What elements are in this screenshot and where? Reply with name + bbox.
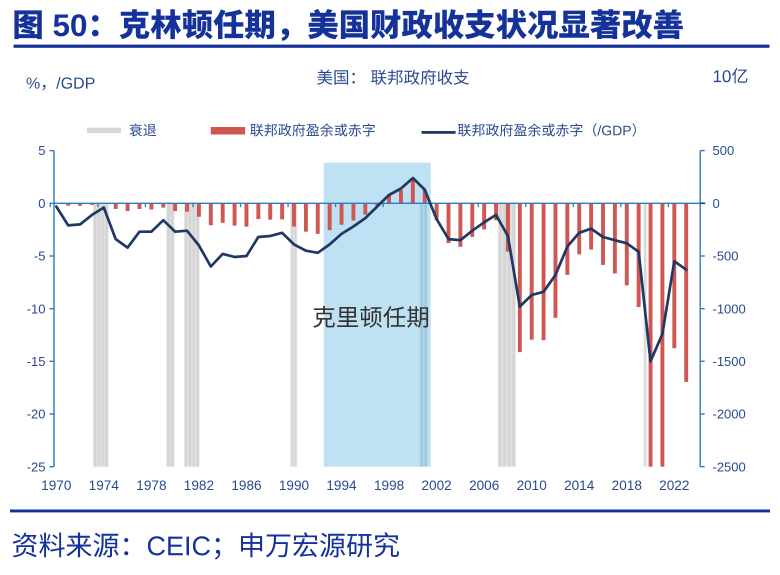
svg-text:2010: 2010 (517, 478, 548, 493)
svg-text:2002: 2002 (421, 478, 451, 493)
svg-text:-25: -25 (27, 459, 46, 474)
svg-text:2006: 2006 (469, 478, 499, 493)
svg-text:1994: 1994 (326, 478, 357, 493)
svg-text:-2000: -2000 (713, 407, 746, 422)
svg-text:-1500: -1500 (713, 354, 746, 369)
svg-text:-500: -500 (713, 249, 739, 264)
svg-text:1986: 1986 (231, 478, 261, 493)
svg-text:1978: 1978 (136, 478, 166, 493)
svg-text:1970: 1970 (41, 478, 72, 493)
svg-text:-5: -5 (34, 249, 46, 264)
svg-text:1998: 1998 (374, 478, 404, 493)
svg-text:0: 0 (713, 196, 720, 211)
svg-text:0: 0 (38, 196, 45, 211)
svg-text:2014: 2014 (564, 478, 595, 493)
svg-text:1974: 1974 (89, 478, 120, 493)
svg-text:1982: 1982 (184, 478, 214, 493)
svg-text:-1000: -1000 (713, 301, 746, 316)
svg-text:-15: -15 (27, 354, 46, 369)
svg-text:-2500: -2500 (713, 459, 746, 474)
svg-text:2022: 2022 (659, 478, 689, 493)
svg-text:5: 5 (38, 143, 45, 158)
svg-text:1990: 1990 (279, 478, 310, 493)
svg-text:-20: -20 (27, 407, 46, 422)
svg-text:2018: 2018 (612, 478, 642, 493)
svg-text:500: 500 (713, 143, 735, 158)
svg-text:-10: -10 (27, 301, 46, 316)
